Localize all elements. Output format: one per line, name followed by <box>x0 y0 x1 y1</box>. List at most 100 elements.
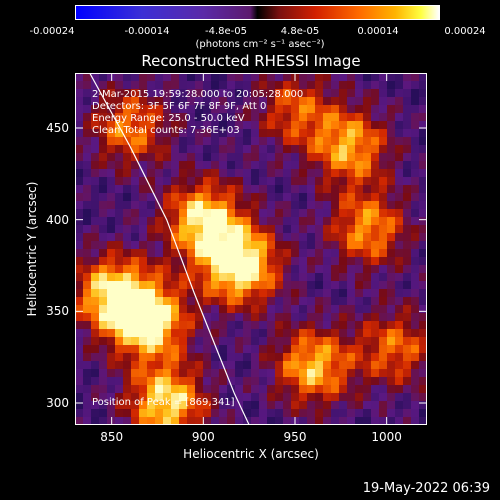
heatmap-cell <box>147 273 156 282</box>
heatmap-cell <box>227 193 236 202</box>
heatmap-cell <box>299 73 308 82</box>
heatmap-cell <box>211 305 220 314</box>
heatmap-cell <box>371 257 380 266</box>
heatmap-cell <box>179 345 188 354</box>
heatmap-cell <box>227 401 236 410</box>
heatmap-cell <box>363 321 372 330</box>
heatmap-cell <box>139 121 148 130</box>
heatmap-cell <box>155 369 164 378</box>
heatmap-cell <box>147 385 156 394</box>
heatmap-cell <box>187 145 196 154</box>
heatmap-cell <box>403 193 412 202</box>
heatmap-cell <box>283 329 292 338</box>
heatmap-cell <box>251 209 260 218</box>
heatmap-cell <box>419 145 427 154</box>
heatmap-cell <box>339 297 348 306</box>
heatmap-cell <box>123 345 132 354</box>
heatmap-cell <box>371 145 380 154</box>
heatmap-cell <box>179 377 188 386</box>
heatmap-cell <box>363 185 372 194</box>
heatmap-cell <box>107 145 116 154</box>
heatmap-cell <box>235 81 244 90</box>
heatmap-cell <box>115 81 124 90</box>
heatmap-cell <box>131 89 140 98</box>
heatmap-cell <box>419 169 427 178</box>
heatmap-cell <box>387 265 396 274</box>
heatmap-cell <box>219 369 228 378</box>
heatmap-cell <box>323 417 332 425</box>
heatmap-cell <box>155 385 164 394</box>
heatmap-cell <box>379 145 388 154</box>
heatmap-cell <box>291 241 300 250</box>
heatmap-cell <box>251 281 260 290</box>
heatmap-cell <box>99 217 108 226</box>
heatmap-cell <box>99 129 108 138</box>
heatmap-cell <box>171 145 180 154</box>
heatmap-cell <box>411 185 420 194</box>
heatmap-cell <box>123 81 132 90</box>
heatmap-cell <box>251 305 260 314</box>
heatmap-cell <box>83 377 92 386</box>
heatmap-cell <box>83 361 92 370</box>
heatmap-cell <box>395 169 404 178</box>
heatmap-cell <box>403 145 412 154</box>
heatmap-cell <box>379 257 388 266</box>
heatmap-cell <box>339 201 348 210</box>
heatmap-cell <box>363 249 372 258</box>
heatmap-cell <box>379 289 388 298</box>
heatmap-cell <box>99 161 108 170</box>
heatmap-cell <box>331 297 340 306</box>
heatmap-cell <box>283 369 292 378</box>
heatmap-cell <box>187 89 196 98</box>
heatmap-cell <box>331 129 340 138</box>
heatmap-cell <box>259 417 268 425</box>
heatmap-cell <box>355 201 364 210</box>
heatmap-cell <box>235 137 244 146</box>
heatmap-cell <box>299 241 308 250</box>
heatmap-cell <box>419 137 427 146</box>
heatmap-cell <box>371 329 380 338</box>
heatmap-cell <box>331 393 340 402</box>
heatmap-cell <box>299 153 308 162</box>
heatmap-cell <box>123 273 132 282</box>
heatmap-cell <box>347 329 356 338</box>
heatmap-cell <box>411 417 420 425</box>
heatmap-cell <box>387 409 396 418</box>
heatmap-cell <box>387 169 396 178</box>
heatmap-cell <box>99 377 108 386</box>
heatmap-cell <box>387 361 396 370</box>
heatmap-cell <box>323 241 332 250</box>
heatmap-cell <box>203 241 212 250</box>
heatmap-cell <box>331 121 340 130</box>
heatmap-cell <box>99 169 108 178</box>
heatmap-cell <box>83 193 92 202</box>
heatmap-cell <box>227 113 236 122</box>
heatmap-cell <box>75 401 84 410</box>
heatmap-cell <box>387 73 396 82</box>
heatmap-cell <box>179 249 188 258</box>
heatmap-cell <box>347 193 356 202</box>
heatmap-cell <box>91 329 100 338</box>
heatmap-cell <box>307 393 316 402</box>
heatmap-cell <box>419 161 427 170</box>
heatmap-cell <box>187 201 196 210</box>
heatmap-cell <box>219 417 228 425</box>
heatmap-cell <box>91 401 100 410</box>
heatmap-cell <box>347 337 356 346</box>
heatmap-cell <box>331 281 340 290</box>
heatmap-cell <box>267 201 276 210</box>
heatmap-cell <box>395 89 404 98</box>
heatmap-cell <box>347 217 356 226</box>
heatmap-cell <box>107 225 116 234</box>
heatmap-cell <box>283 89 292 98</box>
heatmap-cell <box>267 353 276 362</box>
heatmap-cell <box>259 209 268 218</box>
heatmap-cell <box>211 97 220 106</box>
heatmap-cell <box>379 201 388 210</box>
heatmap-cell <box>259 305 268 314</box>
heatmap-cell <box>195 401 204 410</box>
heatmap-cell <box>307 377 316 386</box>
heatmap-cell <box>283 401 292 410</box>
heatmap-cell <box>355 369 364 378</box>
heatmap-cell <box>331 201 340 210</box>
